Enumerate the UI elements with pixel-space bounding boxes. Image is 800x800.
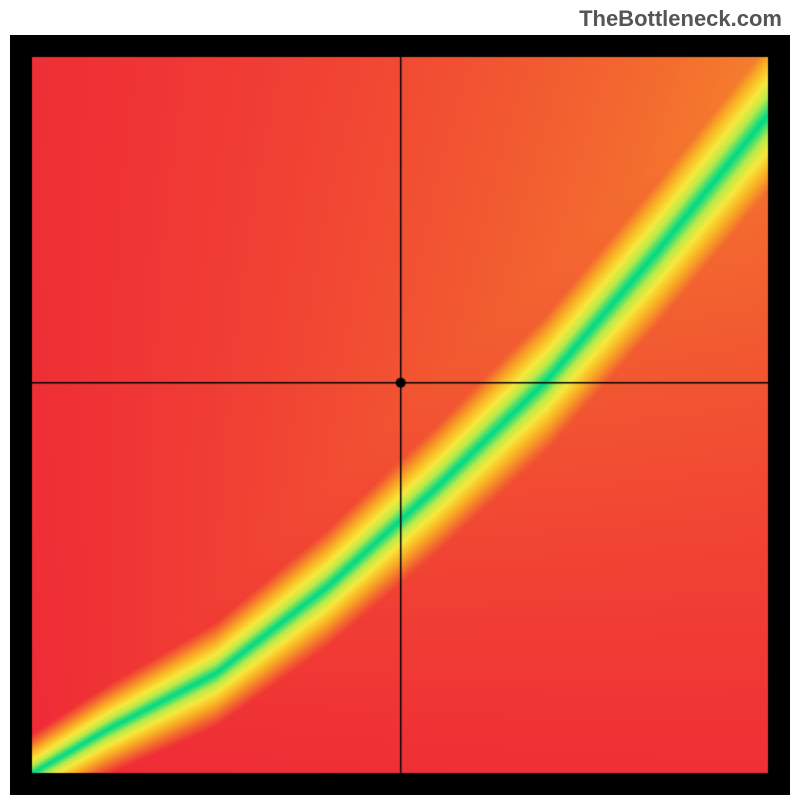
heatmap-canvas [10, 35, 790, 795]
chart-container: TheBottleneck.com [0, 0, 800, 800]
plot-frame [10, 35, 790, 795]
watermark-text: TheBottleneck.com [579, 6, 782, 32]
